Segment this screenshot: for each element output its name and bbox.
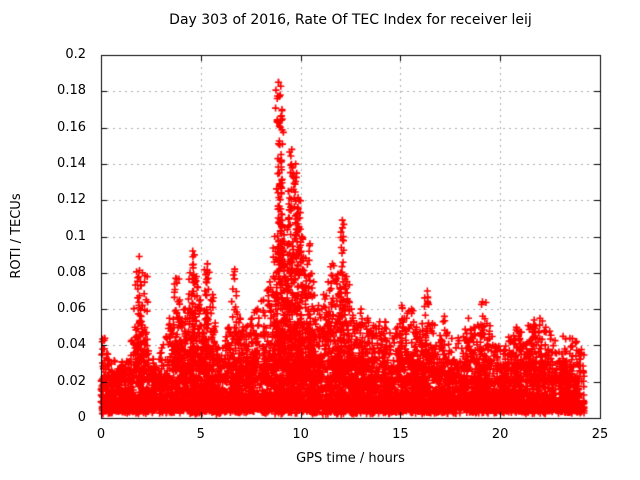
y-tick-label: 0.14 — [57, 155, 86, 171]
y-tick-label: 0.04 — [57, 337, 86, 353]
x-tick-label: 10 — [292, 427, 309, 442]
y-tick-label: 0.12 — [57, 192, 86, 208]
x-tick-label: 5 — [196, 427, 205, 442]
x-tick-label: 25 — [591, 427, 609, 442]
y-tick-label: 0.06 — [57, 301, 86, 317]
x-axis-label: GPS time / hours — [296, 451, 405, 466]
y-tick-label: 0.16 — [57, 119, 86, 135]
x-tick-label: 15 — [392, 427, 409, 442]
y-tick-label: 0.08 — [57, 264, 86, 280]
y-tick-label: 0 — [77, 410, 86, 425]
y-tick-label: 0.02 — [57, 373, 86, 389]
x-tick-label: 20 — [491, 427, 509, 442]
chart-title: Day 303 of 2016, Rate Of TEC Index for r… — [169, 12, 532, 28]
x-tick-label: 0 — [96, 427, 106, 442]
y-tick-label: 0.2 — [65, 47, 86, 62]
y-tick-label: 0.18 — [57, 83, 86, 99]
y-tick-label: 0.1 — [65, 228, 86, 244]
